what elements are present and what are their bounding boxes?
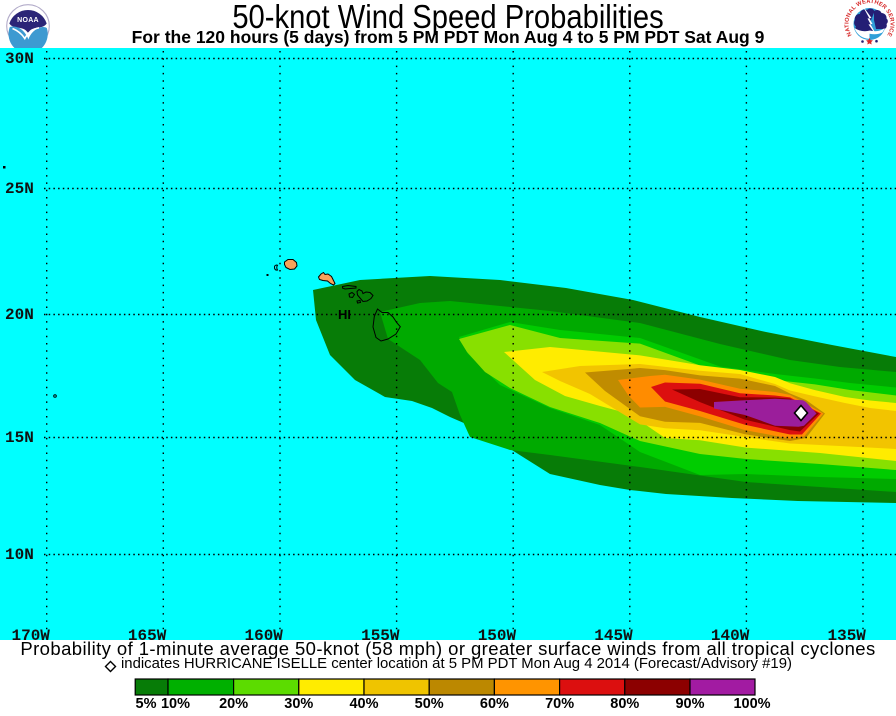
svg-text:10N: 10N [5, 546, 34, 564]
svg-text:10%: 10% [161, 696, 190, 712]
svg-text:135W: 135W [827, 627, 866, 640]
svg-text:70%: 70% [545, 696, 574, 712]
svg-text:145W: 145W [594, 627, 633, 640]
svg-text:HI: HI [338, 307, 351, 322]
svg-text:170W: 170W [11, 627, 50, 640]
svg-text:90%: 90% [675, 696, 704, 712]
svg-text:100%: 100% [733, 696, 770, 712]
svg-text:15N: 15N [5, 429, 34, 447]
svg-text:5%: 5% [136, 696, 157, 712]
svg-text:30%: 30% [284, 696, 313, 712]
svg-text:50%: 50% [415, 696, 444, 712]
svg-text:30N: 30N [5, 50, 34, 68]
svg-text:NOAA: NOAA [17, 17, 39, 24]
svg-text:140W: 140W [711, 627, 750, 640]
svg-text:80%: 80% [610, 696, 639, 712]
svg-text:60%: 60% [480, 696, 509, 712]
svg-text:165W: 165W [128, 627, 167, 640]
svg-text:20N: 20N [5, 306, 34, 324]
svg-text:150W: 150W [478, 627, 517, 640]
svg-text:155W: 155W [361, 627, 400, 640]
svg-text:40%: 40% [349, 696, 378, 712]
svg-text:160W: 160W [244, 627, 283, 640]
svg-text:20%: 20% [219, 696, 248, 712]
svg-text:25N: 25N [5, 180, 34, 198]
